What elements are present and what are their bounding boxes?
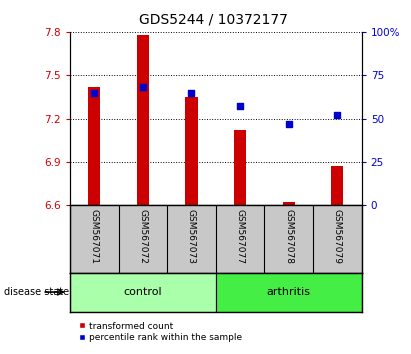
Text: arthritis: arthritis — [267, 287, 311, 297]
Bar — [137, 35, 149, 205]
Point — [237, 104, 243, 109]
Point — [286, 121, 292, 127]
Text: GSM567078: GSM567078 — [284, 209, 293, 264]
Text: disease state: disease state — [4, 287, 69, 297]
Text: GSM567079: GSM567079 — [333, 209, 342, 264]
Bar — [234, 130, 246, 205]
Text: GSM567077: GSM567077 — [236, 209, 245, 264]
Text: GDS5244 / 10372177: GDS5244 / 10372177 — [139, 12, 288, 27]
Bar — [185, 97, 198, 205]
Bar — [283, 202, 295, 205]
Text: GSM567071: GSM567071 — [90, 209, 99, 264]
Point — [140, 85, 146, 90]
Point — [188, 90, 195, 96]
Text: GSM567072: GSM567072 — [139, 209, 147, 264]
Bar — [70, 273, 216, 312]
Bar — [88, 87, 100, 205]
Bar — [216, 273, 362, 312]
Text: control: control — [124, 287, 162, 297]
Text: GSM567073: GSM567073 — [187, 209, 196, 264]
Bar — [331, 166, 344, 205]
Point — [334, 112, 341, 118]
Point — [91, 90, 97, 96]
Legend: transformed count, percentile rank within the sample: transformed count, percentile rank withi… — [74, 318, 245, 346]
